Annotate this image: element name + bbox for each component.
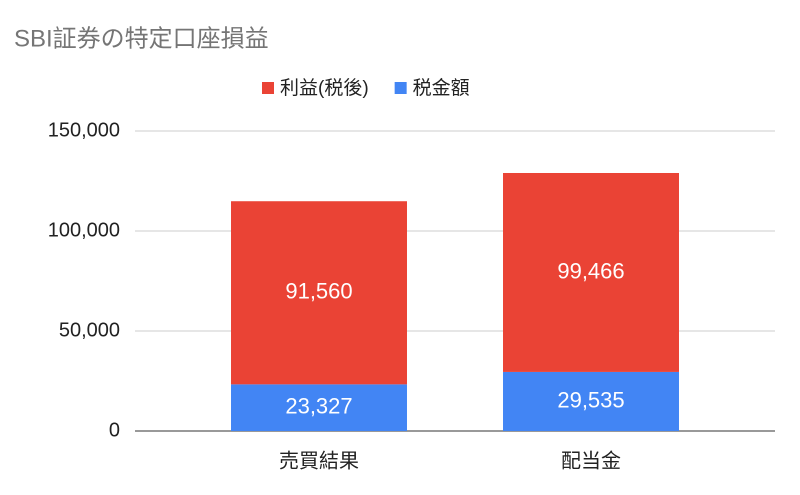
bar-segment — [503, 172, 679, 372]
legend-swatch — [262, 82, 274, 94]
y-tick-label: 150,000 — [48, 119, 120, 141]
x-tick-label: 配当金 — [561, 449, 621, 472]
chart-title: SBI証券の特定口座損益 — [14, 25, 269, 52]
bar-segment — [231, 201, 407, 385]
bar-segment — [231, 384, 407, 431]
data-label: 29,535 — [557, 387, 624, 412]
legend-label: 利益(税後) — [280, 77, 369, 99]
bar-segment — [503, 371, 679, 431]
y-tick-label: 100,000 — [48, 219, 120, 241]
data-label: 99,466 — [557, 258, 624, 283]
legend-swatch — [394, 82, 407, 94]
data-label: 23,327 — [285, 393, 352, 418]
y-tick-label: 50,000 — [59, 319, 120, 341]
x-tick-label: 売買結果 — [279, 449, 359, 472]
y-tick-label: 0 — [109, 419, 120, 441]
data-label: 91,560 — [285, 279, 352, 304]
legend-label: 税金額 — [413, 77, 470, 99]
